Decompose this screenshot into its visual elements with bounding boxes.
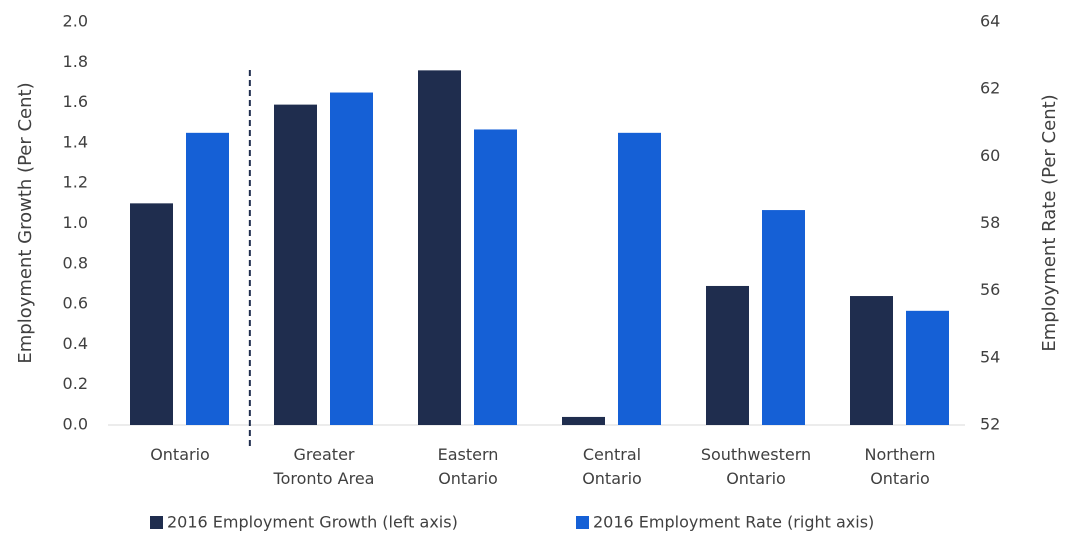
- y2-tick-label: 62: [980, 79, 1000, 98]
- x-tick-label: Ontario: [150, 445, 210, 464]
- bar: [850, 296, 893, 425]
- y-tick-label: 1.6: [63, 92, 88, 111]
- y2-axis-title: Employment Rate (Per Cent): [1039, 94, 1060, 351]
- bar: [418, 70, 461, 426]
- legend-swatch: [150, 516, 163, 529]
- x-tick-label: Southwestern Ontario: [701, 445, 811, 488]
- x-tick-label: Central Ontario: [582, 445, 642, 488]
- x-tick-label: Eastern Ontario: [438, 445, 499, 488]
- x-tick-label: Northern Ontario: [864, 445, 935, 488]
- y-tick-label: 0.8: [63, 253, 88, 272]
- bar: [130, 203, 173, 425]
- y-tick-label: 1.4: [63, 132, 88, 151]
- y2-tick-label: 64: [980, 12, 1000, 31]
- legend-label: 2016 Employment Growth (left axis): [167, 513, 458, 532]
- bar: [330, 92, 373, 426]
- y-tick-label: 2.0: [63, 12, 88, 31]
- bar: [562, 416, 605, 425]
- bar: [186, 132, 229, 425]
- y2-tick-label: 52: [980, 415, 1000, 434]
- legend-swatch: [576, 516, 589, 529]
- y2-tick-label: 60: [980, 146, 1000, 165]
- bar: [762, 210, 805, 425]
- bar: [706, 285, 749, 425]
- y-tick-label: 1.2: [63, 173, 88, 192]
- y-tick-label: 0.2: [63, 374, 88, 393]
- y-tick-label: 0.6: [63, 294, 88, 313]
- bar: [474, 129, 517, 425]
- bar: [906, 310, 949, 425]
- y-tick-label: 0.4: [63, 334, 88, 353]
- y2-tick-label: 58: [980, 213, 1000, 232]
- x-tick-label: Greater Toronto Area: [273, 445, 375, 488]
- bar: [618, 132, 661, 425]
- legend-label: 2016 Employment Rate (right axis): [593, 513, 874, 532]
- y-tick-label: 0.0: [63, 415, 88, 434]
- bar: [274, 104, 317, 426]
- y-tick-label: 1.0: [63, 213, 88, 232]
- y2-tick-label: 54: [980, 347, 1000, 366]
- y-axis-title: Employment Growth (Per Cent): [15, 82, 36, 363]
- y2-tick-label: 56: [980, 280, 1000, 299]
- y-tick-label: 1.8: [63, 52, 88, 71]
